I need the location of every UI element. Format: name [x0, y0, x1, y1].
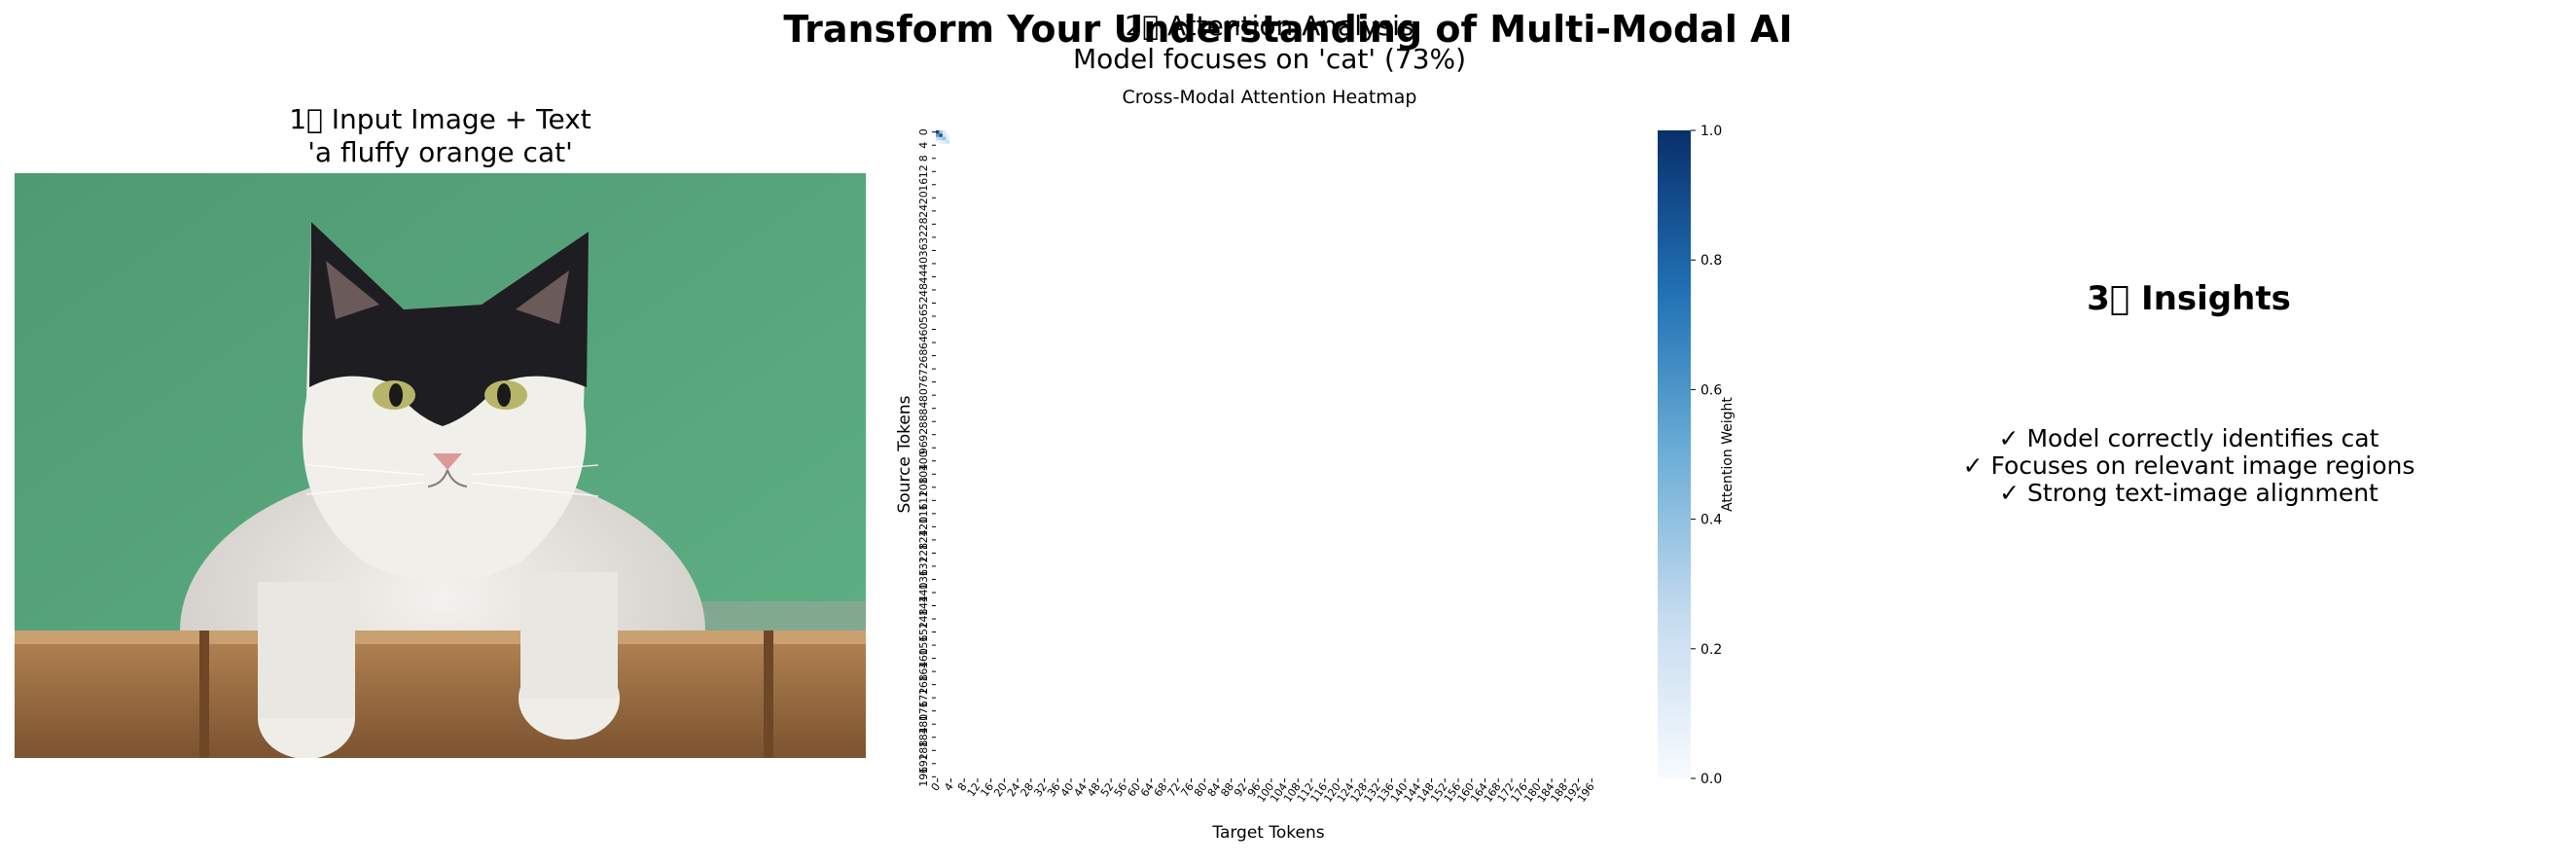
heatmap-cell-0-0 [936, 130, 940, 134]
y-tick-label: 168 [917, 674, 930, 695]
y-tick-label: 72 [917, 362, 930, 376]
heatmap-cell-3-1 [939, 140, 944, 144]
y-tick-label: 4 [917, 142, 930, 149]
y-tick-label: 52 [917, 296, 930, 309]
insights-title: 3⃣ Insights [2087, 279, 2291, 318]
cat-photo-illustration [15, 173, 866, 758]
heatmap-cell-1-3 [946, 133, 950, 138]
panel1-title-line2: 'a fluffy orange cat' [307, 136, 573, 168]
heatmap-cell-3-3 [946, 140, 950, 144]
y-tick-label: 88 [917, 414, 930, 428]
y-tick-label: 128 [917, 543, 930, 563]
y-tick-label: 0 [917, 128, 930, 135]
panel2-title: 2⃣ Attention Analysis Model focuses on '… [978, 10, 1561, 76]
insights-list: ✓ Model correctly identifies cat ✓ Focus… [1907, 425, 2471, 507]
heatmap-cells [936, 130, 950, 144]
y-tick-label: 160 [917, 648, 930, 668]
heatmap-cell-2-1 [939, 136, 944, 141]
y-tick-label: 108 [917, 477, 930, 497]
y-tick-label: 20 [917, 191, 930, 204]
y-tick-label: 120 [917, 517, 930, 537]
insight-line-3: ✓ Strong text-image alignment [1999, 479, 2379, 507]
colorbar-tick-label: 0.4 [1700, 513, 1722, 528]
y-tick-label: 192 [917, 753, 930, 774]
y-tick-label: 8 [917, 155, 930, 162]
y-tick-label: 112 [917, 490, 930, 511]
y-tick-label: 28 [917, 217, 930, 231]
y-tick-label: 140 [917, 582, 930, 602]
y-tick-label: 180 [917, 714, 930, 735]
heatmap-cell-2-3 [946, 136, 950, 141]
heatmap-cell-2-2 [942, 136, 947, 141]
y-tick-label: 124 [917, 529, 930, 550]
heatmap-x-ticks: 0 4 81216202428323640444852566064687276808… [929, 778, 1597, 805]
y-tick-label: 80 [917, 388, 930, 402]
y-tick-label: 32 [917, 231, 930, 244]
y-tick-label: 156 [917, 635, 930, 656]
y-tick-label: 144 [917, 595, 930, 616]
colorbar-tick-label: 0.0 [1700, 772, 1722, 787]
heatmap-y-ticks: 0481216202428323640444852566064687276808… [917, 128, 936, 787]
y-tick-label: 76 [917, 376, 930, 389]
heatmap-chart: 0481216202428323640444852566064687276808… [895, 124, 1735, 843]
heatmap-cell-0-1 [939, 130, 944, 134]
y-tick-label: 12 [917, 164, 930, 178]
colorbar-ticks: 0.0 0.2 0.4 0.6 0.8 1.0 [1691, 124, 1722, 787]
y-tick-label: 24 [917, 204, 930, 218]
y-tick-label: 92 [917, 428, 930, 442]
y-tick-label: 36 [917, 243, 930, 257]
colorbar-tick-label: 0.2 [1700, 642, 1722, 658]
y-tick-label: 68 [917, 349, 930, 363]
heatmap-cell-1-2 [942, 133, 947, 138]
heatmap-cell-3-2 [942, 140, 947, 144]
y-tick-label: 16 [917, 178, 930, 192]
heatmap-y-label: Source Tokens [895, 395, 914, 513]
y-tick-label: 96 [917, 441, 930, 454]
insight-line-1: ✓ Model correctly identifies cat [1998, 424, 2379, 452]
x-tick-label: 0 [929, 780, 944, 793]
y-tick-label: 136 [917, 569, 930, 590]
y-tick-label: 56 [917, 309, 930, 323]
y-tick-label: 104 [917, 464, 930, 485]
colorbar [1658, 130, 1691, 778]
y-tick-label: 148 [917, 609, 930, 630]
y-tick-label: 196 [917, 767, 930, 787]
colorbar-tick-label: 0.8 [1700, 253, 1722, 269]
y-tick-label: 64 [917, 336, 930, 349]
heatmap-x-label: Target Tokens [1211, 823, 1324, 843]
y-tick-label: 176 [917, 701, 930, 721]
y-tick-label: 172 [917, 688, 930, 708]
y-tick-label: 100 [917, 451, 930, 471]
x-tick-label: 4 [942, 780, 956, 793]
figure-title: Transform Your Understanding of Multi-Mo… [783, 8, 1793, 51]
y-tick-label: 184 [917, 727, 930, 747]
panel1-title: 1⃣ Input Image + Text 'a fluffy orange c… [15, 103, 866, 169]
y-tick-label: 40 [917, 257, 930, 270]
y-tick-label: 152 [917, 622, 930, 642]
heatmap-cell-1-1 [939, 133, 944, 138]
panel2-title-line1: 2⃣ Attention Analysis [1125, 10, 1414, 42]
y-tick-label: 84 [917, 402, 930, 415]
y-tick-label: 188 [917, 740, 930, 761]
panel2-title-line2: Model focuses on 'cat' (73%) [1072, 43, 1467, 75]
y-tick-label: 60 [917, 323, 930, 337]
y-tick-label: 132 [917, 556, 930, 576]
panel1-title-line1: 1⃣ Input Image + Text [289, 103, 591, 135]
insight-line-2: ✓ Focuses on relevant image regions [1962, 451, 2415, 480]
y-tick-label: 44 [917, 270, 930, 283]
heatmap-cell-1-0 [936, 133, 940, 138]
y-tick-label: 48 [917, 283, 930, 297]
colorbar-tick-label: 1.0 [1700, 124, 1722, 139]
colorbar-tick-label: 0.6 [1700, 382, 1722, 398]
y-tick-label: 116 [917, 503, 930, 523]
y-tick-label: 164 [917, 662, 930, 682]
colorbar-label: Attention Weight [1720, 397, 1735, 512]
heatmap-cell-2-0 [936, 136, 940, 141]
heatmap-title: Cross-Modal Attention Heatmap [1122, 87, 1417, 108]
cat-photo [15, 173, 866, 758]
heatmap-cell-0-2 [942, 130, 947, 134]
